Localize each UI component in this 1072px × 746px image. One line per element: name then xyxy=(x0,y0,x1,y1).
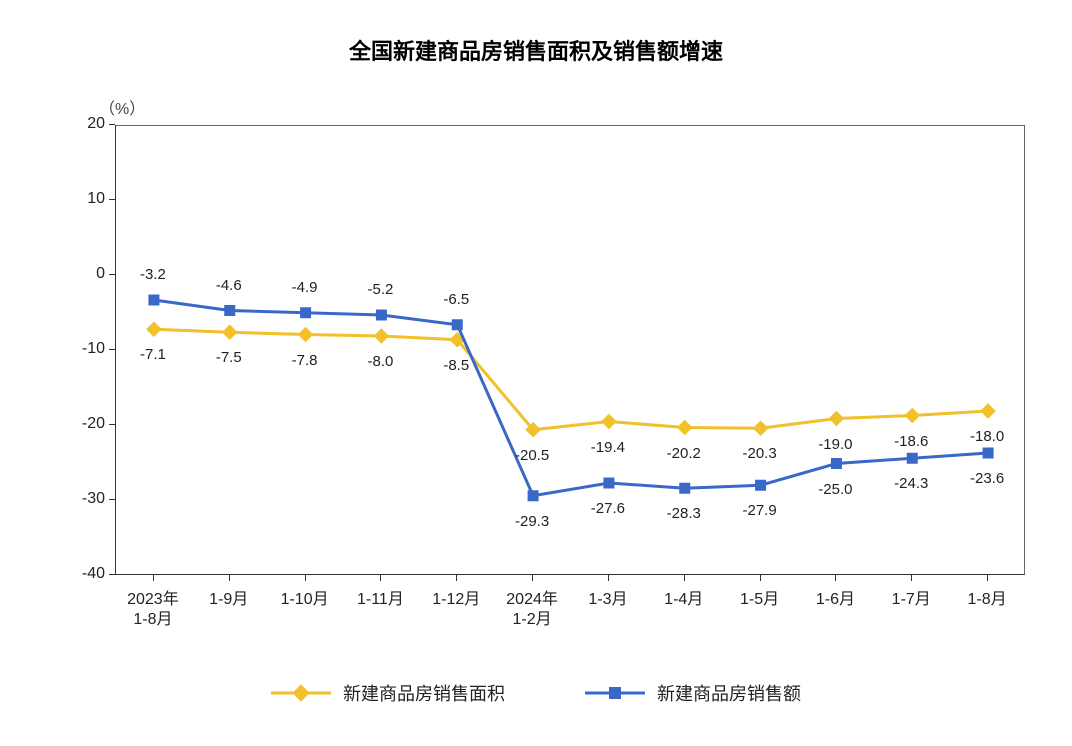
series-marker-0 xyxy=(374,329,388,343)
series-marker-1 xyxy=(528,491,538,501)
data-label-0: -18.0 xyxy=(970,428,1004,445)
x-tick-label: 1-5月 xyxy=(740,585,779,609)
y-tick-label: -20 xyxy=(82,415,105,433)
data-label-1: -25.0 xyxy=(818,481,852,498)
x-tick-label: 1-7月 xyxy=(892,585,931,609)
y-tick xyxy=(109,124,115,125)
y-tick-label: -30 xyxy=(82,490,105,508)
data-label-1: -23.6 xyxy=(970,470,1004,487)
x-tick xyxy=(684,575,685,581)
data-label-1: -4.6 xyxy=(216,277,242,294)
series-marker-1 xyxy=(756,480,766,490)
y-tick xyxy=(109,424,115,425)
series-marker-0 xyxy=(678,420,692,434)
series-marker-0 xyxy=(299,327,313,341)
series-marker-1 xyxy=(149,295,159,305)
data-label-0: -8.0 xyxy=(367,353,393,370)
data-label-1: -3.2 xyxy=(140,266,166,283)
data-label-0: -19.4 xyxy=(591,439,625,456)
y-tick xyxy=(109,274,115,275)
x-tick-label: 1-10月 xyxy=(281,585,329,609)
plot-area xyxy=(115,125,1025,575)
data-label-1: -24.3 xyxy=(894,475,928,492)
series-marker-1 xyxy=(604,478,614,488)
y-tick-label: -40 xyxy=(82,565,105,583)
y-tick xyxy=(109,574,115,575)
y-tick xyxy=(109,349,115,350)
x-tick xyxy=(229,575,230,581)
data-label-1: -27.9 xyxy=(742,502,776,519)
y-tick xyxy=(109,199,115,200)
y-axis-unit: （%） xyxy=(99,95,145,119)
x-tick xyxy=(911,575,912,581)
series-marker-1 xyxy=(983,448,993,458)
data-label-1: -6.5 xyxy=(443,291,469,308)
series-marker-1 xyxy=(225,306,235,316)
x-tick xyxy=(987,575,988,581)
data-label-0: -19.0 xyxy=(818,436,852,453)
data-label-1: -4.9 xyxy=(292,279,318,296)
chart-title: 全国新建商品房销售面积及销售额增速 xyxy=(0,34,1072,66)
data-label-1: -27.6 xyxy=(591,500,625,517)
data-label-1: -5.2 xyxy=(367,281,393,298)
series-marker-0 xyxy=(905,408,919,422)
data-label-0: -7.8 xyxy=(292,352,318,369)
x-tick xyxy=(760,575,761,581)
legend-item: 新建商品房销售额 xyxy=(585,680,801,706)
series-marker-1 xyxy=(301,308,311,318)
series-line-1 xyxy=(154,300,988,496)
x-tick-label: 1-8月 xyxy=(133,605,172,629)
legend-label: 新建商品房销售面积 xyxy=(343,680,505,706)
x-tick xyxy=(456,575,457,581)
x-tick xyxy=(835,575,836,581)
data-label-1: -29.3 xyxy=(515,513,549,530)
series-marker-0 xyxy=(223,325,237,339)
series-marker-1 xyxy=(452,320,462,330)
data-label-0: -20.2 xyxy=(667,445,701,462)
data-label-1: -28.3 xyxy=(667,505,701,522)
data-label-0: -18.6 xyxy=(894,433,928,450)
x-tick-label: 1-2月 xyxy=(513,605,552,629)
y-tick-label: -10 xyxy=(82,340,105,358)
x-tick xyxy=(305,575,306,581)
x-tick xyxy=(532,575,533,581)
series-marker-0 xyxy=(754,421,768,435)
y-tick xyxy=(109,499,115,500)
data-label-0: -20.3 xyxy=(742,445,776,462)
series-marker-1 xyxy=(907,453,917,463)
x-tick-label: 1-8月 xyxy=(968,585,1007,609)
legend-item: 新建商品房销售面积 xyxy=(271,680,505,706)
legend-label: 新建商品房销售额 xyxy=(657,680,801,706)
series-line-0 xyxy=(154,329,988,430)
series-marker-0 xyxy=(829,411,843,425)
data-label-0: -20.5 xyxy=(515,447,549,464)
x-tick-label: 1-12月 xyxy=(432,585,480,609)
x-tick-label: 1-4月 xyxy=(664,585,703,609)
x-tick-label: 1-3月 xyxy=(588,585,627,609)
series-marker-1 xyxy=(680,483,690,493)
data-label-0: -7.5 xyxy=(216,349,242,366)
x-tick-label: 1-9月 xyxy=(209,585,248,609)
series-marker-1 xyxy=(831,459,841,469)
y-tick-label: 10 xyxy=(87,190,105,208)
series-marker-0 xyxy=(602,414,616,428)
x-tick xyxy=(153,575,154,581)
series-svg xyxy=(116,126,1026,576)
data-label-0: -7.1 xyxy=(140,346,166,363)
series-marker-0 xyxy=(147,322,161,336)
x-tick xyxy=(608,575,609,581)
x-tick-label: 1-6月 xyxy=(816,585,855,609)
y-tick-label: 20 xyxy=(87,115,105,133)
legend: 新建商品房销售面积 新建商品房销售额 xyxy=(0,680,1072,706)
chart-container: 全国新建商品房销售面积及销售额增速 （%） 新建商品房销售面积新建商品房销售额 … xyxy=(0,0,1072,746)
x-tick xyxy=(380,575,381,581)
series-marker-0 xyxy=(981,404,995,418)
data-label-0: -8.5 xyxy=(443,357,469,374)
x-tick-label: 1-11月 xyxy=(357,585,404,609)
y-tick-label: 0 xyxy=(96,265,105,283)
series-marker-1 xyxy=(376,310,386,320)
